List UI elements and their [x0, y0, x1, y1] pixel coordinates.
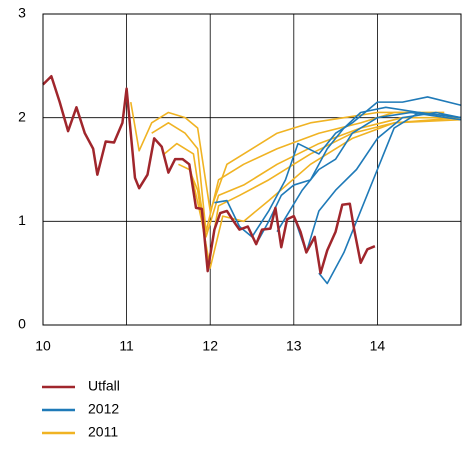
x-tick-label: 10 [35, 338, 51, 354]
x-tick-label: 11 [119, 338, 134, 354]
series-line [129, 101, 462, 212]
series-line [276, 111, 462, 233]
series-line [255, 106, 462, 245]
plot-frame [42, 13, 462, 326]
y-tick-label: 1 [18, 212, 26, 228]
x-tick-label: 13 [286, 338, 302, 354]
series-line [293, 111, 462, 254]
series-line [151, 111, 445, 233]
y-tick-label: 0 [18, 316, 26, 332]
x-tick-label: 14 [370, 338, 386, 354]
x-tick-label: 12 [202, 338, 218, 354]
series-line [178, 116, 462, 264]
y-tick-label: 3 [18, 5, 26, 21]
legend-label: 2012 [88, 401, 119, 417]
legend-label: 2011 [88, 424, 118, 440]
series-line [163, 116, 453, 238]
y-tick-label: 2 [18, 108, 26, 124]
legend-label: Utfall [88, 378, 120, 394]
plot-area [42, 13, 462, 326]
series-line [318, 111, 462, 285]
series-line [42, 74, 376, 275]
